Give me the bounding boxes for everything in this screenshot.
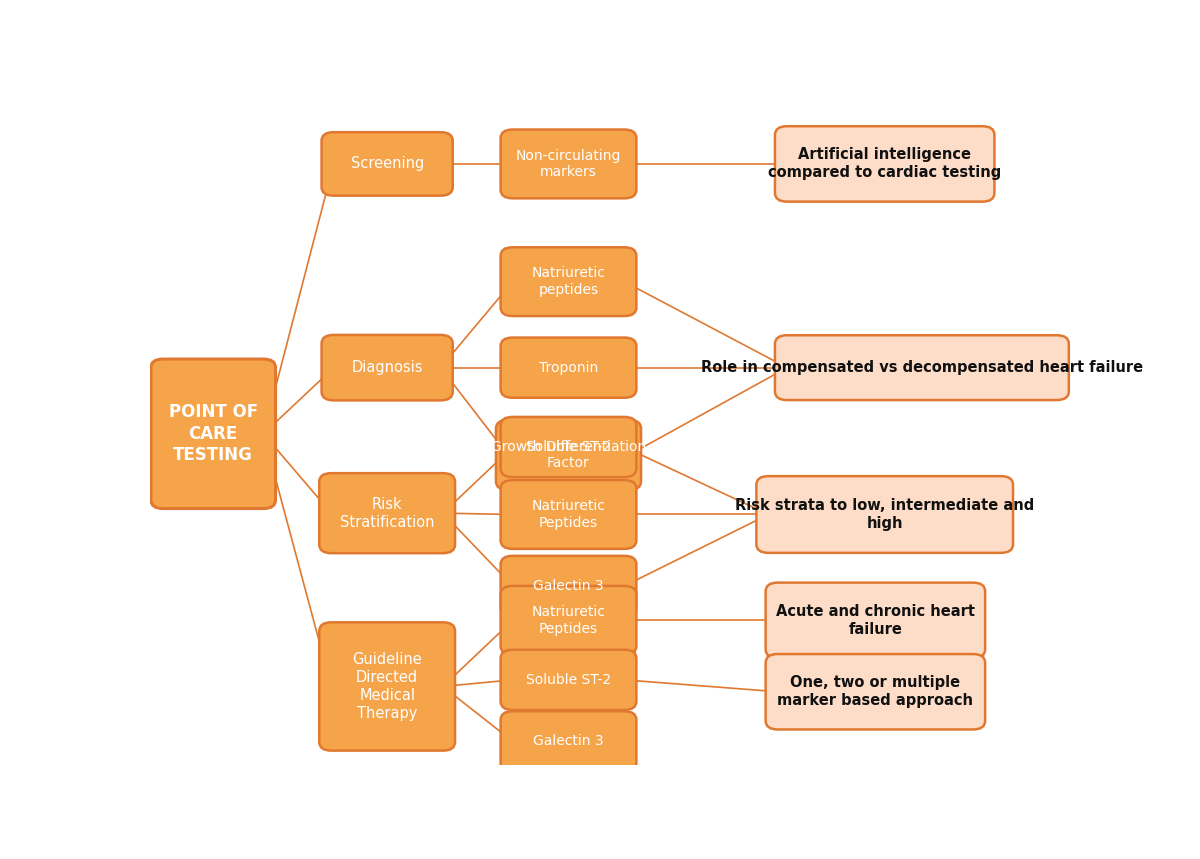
FancyBboxPatch shape (766, 654, 985, 729)
Text: Role in compensated vs decompensated heart failure: Role in compensated vs decompensated hea… (701, 360, 1142, 375)
Text: Soluble ST-2: Soluble ST-2 (526, 673, 611, 687)
FancyBboxPatch shape (500, 417, 636, 477)
FancyBboxPatch shape (319, 622, 455, 751)
Text: Natriuretic
Peptides: Natriuretic Peptides (532, 499, 606, 530)
FancyBboxPatch shape (322, 335, 452, 400)
FancyBboxPatch shape (500, 711, 636, 771)
Text: Artificial intelligence
compared to cardiac testing: Artificial intelligence compared to card… (768, 148, 1001, 180)
Text: POINT OF
CARE
TESTING: POINT OF CARE TESTING (169, 403, 258, 465)
Text: One, two or multiple
marker based approach: One, two or multiple marker based approa… (778, 675, 973, 709)
FancyBboxPatch shape (500, 556, 636, 616)
Text: Galectin 3: Galectin 3 (533, 734, 604, 748)
FancyBboxPatch shape (319, 473, 455, 553)
FancyBboxPatch shape (775, 126, 995, 202)
Text: Natriuretic
Peptides: Natriuretic Peptides (532, 605, 606, 636)
FancyBboxPatch shape (756, 476, 1013, 553)
Text: Risk
Stratification: Risk Stratification (340, 497, 434, 530)
Text: Natriuretic
peptides: Natriuretic peptides (532, 266, 606, 297)
FancyBboxPatch shape (322, 132, 452, 196)
FancyBboxPatch shape (496, 420, 641, 490)
Text: Soluble ST-2: Soluble ST-2 (526, 440, 611, 454)
Text: Troponin: Troponin (539, 361, 598, 375)
FancyBboxPatch shape (766, 582, 985, 658)
Text: Acute and chronic heart
failure: Acute and chronic heart failure (776, 604, 974, 637)
FancyBboxPatch shape (500, 130, 636, 198)
FancyBboxPatch shape (151, 359, 276, 509)
Text: Diagnosis: Diagnosis (352, 360, 422, 375)
FancyBboxPatch shape (500, 247, 636, 316)
FancyBboxPatch shape (500, 480, 636, 549)
Text: Guideline
Directed
Medical
Therapy: Guideline Directed Medical Therapy (353, 652, 422, 721)
FancyBboxPatch shape (500, 338, 636, 398)
Text: Growth Differentiation
Factor: Growth Differentiation Factor (491, 440, 646, 471)
Text: Screening: Screening (350, 156, 424, 172)
Text: Risk strata to low, intermediate and
high: Risk strata to low, intermediate and hig… (736, 498, 1034, 531)
FancyBboxPatch shape (500, 649, 636, 710)
FancyBboxPatch shape (500, 586, 636, 655)
Text: Non-circulating
markers: Non-circulating markers (516, 149, 622, 180)
FancyBboxPatch shape (775, 335, 1069, 400)
Text: Galectin 3: Galectin 3 (533, 579, 604, 593)
